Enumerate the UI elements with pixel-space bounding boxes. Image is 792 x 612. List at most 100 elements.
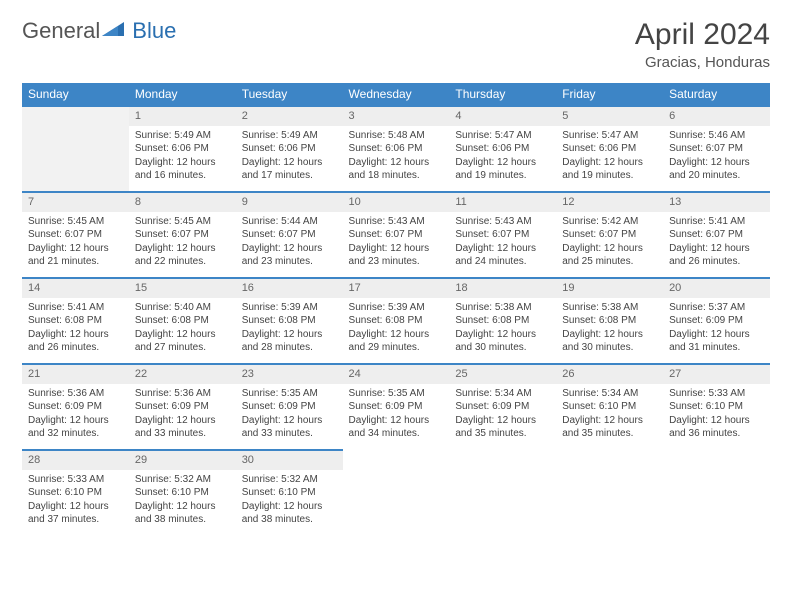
calendar-day-cell: 25Sunrise: 5:34 AMSunset: 6:09 PMDayligh…	[449, 364, 556, 450]
calendar-day-cell: 16Sunrise: 5:39 AMSunset: 6:08 PMDayligh…	[236, 278, 343, 364]
calendar-day-cell: 29Sunrise: 5:32 AMSunset: 6:10 PMDayligh…	[129, 450, 236, 536]
day-number: 2	[236, 107, 343, 126]
calendar-week-row: 1Sunrise: 5:49 AMSunset: 6:06 PMDaylight…	[22, 106, 770, 192]
calendar-day-cell: 8Sunrise: 5:45 AMSunset: 6:07 PMDaylight…	[129, 192, 236, 278]
calendar-week-row: 21Sunrise: 5:36 AMSunset: 6:09 PMDayligh…	[22, 364, 770, 450]
logo: General Blue	[22, 18, 176, 44]
day-details: Sunrise: 5:36 AMSunset: 6:09 PMDaylight:…	[129, 384, 236, 445]
calendar-day-cell	[22, 106, 129, 192]
day-number: 21	[22, 365, 129, 384]
day-number: 17	[343, 279, 450, 298]
day-number: 11	[449, 193, 556, 212]
calendar-day-cell: 18Sunrise: 5:38 AMSunset: 6:08 PMDayligh…	[449, 278, 556, 364]
day-number: 7	[22, 193, 129, 212]
day-details: Sunrise: 5:49 AMSunset: 6:06 PMDaylight:…	[236, 126, 343, 187]
day-number: 28	[22, 451, 129, 470]
day-number: 8	[129, 193, 236, 212]
day-number: 23	[236, 365, 343, 384]
day-number: 14	[22, 279, 129, 298]
calendar-day-cell: 23Sunrise: 5:35 AMSunset: 6:09 PMDayligh…	[236, 364, 343, 450]
day-details: Sunrise: 5:45 AMSunset: 6:07 PMDaylight:…	[129, 212, 236, 273]
location: Gracias, Honduras	[635, 54, 770, 71]
day-of-week-header: Thursday	[449, 83, 556, 106]
calendar-day-cell: 15Sunrise: 5:40 AMSunset: 6:08 PMDayligh…	[129, 278, 236, 364]
calendar-day-cell: 21Sunrise: 5:36 AMSunset: 6:09 PMDayligh…	[22, 364, 129, 450]
days-of-week-row: SundayMondayTuesdayWednesdayThursdayFrid…	[22, 83, 770, 106]
calendar-day-cell: 14Sunrise: 5:41 AMSunset: 6:08 PMDayligh…	[22, 278, 129, 364]
day-details: Sunrise: 5:40 AMSunset: 6:08 PMDaylight:…	[129, 298, 236, 359]
calendar-day-cell: 27Sunrise: 5:33 AMSunset: 6:10 PMDayligh…	[663, 364, 770, 450]
day-of-week-header: Monday	[129, 83, 236, 106]
calendar-day-cell: 28Sunrise: 5:33 AMSunset: 6:10 PMDayligh…	[22, 450, 129, 536]
header: General Blue April 2024 Gracias, Hondura…	[22, 18, 770, 71]
day-of-week-header: Saturday	[663, 83, 770, 106]
day-of-week-header: Tuesday	[236, 83, 343, 106]
day-details: Sunrise: 5:41 AMSunset: 6:08 PMDaylight:…	[22, 298, 129, 359]
day-number: 13	[663, 193, 770, 212]
day-details: Sunrise: 5:39 AMSunset: 6:08 PMDaylight:…	[236, 298, 343, 359]
day-number: 27	[663, 365, 770, 384]
calendar-body: 1Sunrise: 5:49 AMSunset: 6:06 PMDaylight…	[22, 106, 770, 536]
day-details: Sunrise: 5:48 AMSunset: 6:06 PMDaylight:…	[343, 126, 450, 187]
calendar-day-cell: 13Sunrise: 5:41 AMSunset: 6:07 PMDayligh…	[663, 192, 770, 278]
day-details: Sunrise: 5:43 AMSunset: 6:07 PMDaylight:…	[343, 212, 450, 273]
day-number: 4	[449, 107, 556, 126]
day-details: Sunrise: 5:38 AMSunset: 6:08 PMDaylight:…	[449, 298, 556, 359]
day-number: 12	[556, 193, 663, 212]
day-number: 6	[663, 107, 770, 126]
calendar-day-cell: 3Sunrise: 5:48 AMSunset: 6:06 PMDaylight…	[343, 106, 450, 192]
day-details: Sunrise: 5:44 AMSunset: 6:07 PMDaylight:…	[236, 212, 343, 273]
day-number: 20	[663, 279, 770, 298]
day-number: 3	[343, 107, 450, 126]
calendar-day-cell: 30Sunrise: 5:32 AMSunset: 6:10 PMDayligh…	[236, 450, 343, 536]
day-details: Sunrise: 5:34 AMSunset: 6:10 PMDaylight:…	[556, 384, 663, 445]
day-number: 24	[343, 365, 450, 384]
day-details: Sunrise: 5:37 AMSunset: 6:09 PMDaylight:…	[663, 298, 770, 359]
calendar-day-cell: 9Sunrise: 5:44 AMSunset: 6:07 PMDaylight…	[236, 192, 343, 278]
calendar-week-row: 7Sunrise: 5:45 AMSunset: 6:07 PMDaylight…	[22, 192, 770, 278]
calendar-week-row: 14Sunrise: 5:41 AMSunset: 6:08 PMDayligh…	[22, 278, 770, 364]
day-details: Sunrise: 5:32 AMSunset: 6:10 PMDaylight:…	[129, 470, 236, 531]
calendar-day-cell: 24Sunrise: 5:35 AMSunset: 6:09 PMDayligh…	[343, 364, 450, 450]
calendar-day-cell	[663, 450, 770, 536]
day-number: 19	[556, 279, 663, 298]
day-number: 16	[236, 279, 343, 298]
calendar-day-cell: 20Sunrise: 5:37 AMSunset: 6:09 PMDayligh…	[663, 278, 770, 364]
day-number: 18	[449, 279, 556, 298]
calendar-day-cell: 26Sunrise: 5:34 AMSunset: 6:10 PMDayligh…	[556, 364, 663, 450]
day-details: Sunrise: 5:36 AMSunset: 6:09 PMDaylight:…	[22, 384, 129, 445]
calendar-day-cell: 4Sunrise: 5:47 AMSunset: 6:06 PMDaylight…	[449, 106, 556, 192]
calendar-day-cell	[449, 450, 556, 536]
day-number: 29	[129, 451, 236, 470]
day-details: Sunrise: 5:43 AMSunset: 6:07 PMDaylight:…	[449, 212, 556, 273]
day-details: Sunrise: 5:33 AMSunset: 6:10 PMDaylight:…	[22, 470, 129, 531]
calendar-day-cell: 12Sunrise: 5:42 AMSunset: 6:07 PMDayligh…	[556, 192, 663, 278]
calendar-day-cell: 10Sunrise: 5:43 AMSunset: 6:07 PMDayligh…	[343, 192, 450, 278]
day-details: Sunrise: 5:35 AMSunset: 6:09 PMDaylight:…	[343, 384, 450, 445]
day-details: Sunrise: 5:49 AMSunset: 6:06 PMDaylight:…	[129, 126, 236, 187]
calendar-day-cell: 7Sunrise: 5:45 AMSunset: 6:07 PMDaylight…	[22, 192, 129, 278]
logo-text-1: General	[22, 18, 100, 44]
day-number: 10	[343, 193, 450, 212]
calendar-day-cell: 1Sunrise: 5:49 AMSunset: 6:06 PMDaylight…	[129, 106, 236, 192]
day-details: Sunrise: 5:35 AMSunset: 6:09 PMDaylight:…	[236, 384, 343, 445]
calendar-day-cell: 5Sunrise: 5:47 AMSunset: 6:06 PMDaylight…	[556, 106, 663, 192]
calendar-day-cell: 22Sunrise: 5:36 AMSunset: 6:09 PMDayligh…	[129, 364, 236, 450]
day-number: 1	[129, 107, 236, 126]
calendar-day-cell: 11Sunrise: 5:43 AMSunset: 6:07 PMDayligh…	[449, 192, 556, 278]
day-details: Sunrise: 5:47 AMSunset: 6:06 PMDaylight:…	[449, 126, 556, 187]
day-of-week-header: Friday	[556, 83, 663, 106]
calendar-day-cell: 6Sunrise: 5:46 AMSunset: 6:07 PMDaylight…	[663, 106, 770, 192]
day-number: 25	[449, 365, 556, 384]
day-details: Sunrise: 5:46 AMSunset: 6:07 PMDaylight:…	[663, 126, 770, 187]
day-of-week-header: Wednesday	[343, 83, 450, 106]
calendar-day-cell: 2Sunrise: 5:49 AMSunset: 6:06 PMDaylight…	[236, 106, 343, 192]
day-details: Sunrise: 5:42 AMSunset: 6:07 PMDaylight:…	[556, 212, 663, 273]
day-details: Sunrise: 5:39 AMSunset: 6:08 PMDaylight:…	[343, 298, 450, 359]
day-number: 30	[236, 451, 343, 470]
day-details: Sunrise: 5:47 AMSunset: 6:06 PMDaylight:…	[556, 126, 663, 187]
calendar-week-row: 28Sunrise: 5:33 AMSunset: 6:10 PMDayligh…	[22, 450, 770, 536]
day-details: Sunrise: 5:32 AMSunset: 6:10 PMDaylight:…	[236, 470, 343, 531]
logo-text-2: Blue	[132, 18, 176, 44]
day-details: Sunrise: 5:34 AMSunset: 6:09 PMDaylight:…	[449, 384, 556, 445]
